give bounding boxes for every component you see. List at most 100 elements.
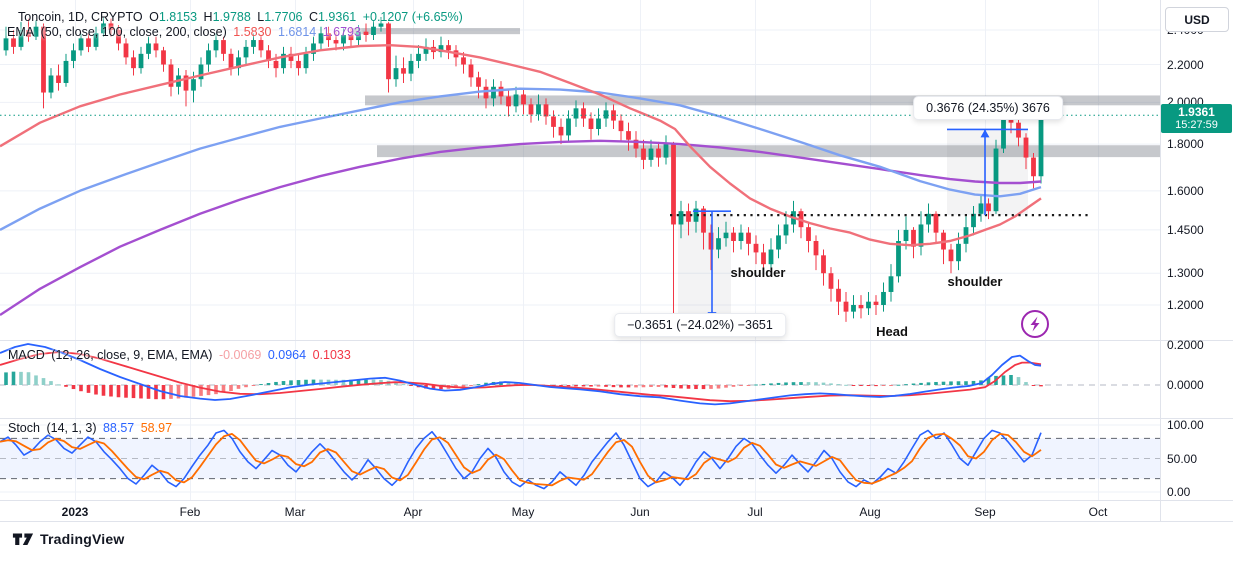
- candle-body: [408, 60, 414, 74]
- macd-histogram-bar: [574, 385, 578, 387]
- candle-body: [731, 232, 736, 241]
- ema200-value: 1.6793: [322, 25, 361, 39]
- candle-body: [948, 249, 954, 262]
- macd-histogram-bar: [469, 385, 473, 386]
- time-tick-label: May: [511, 505, 535, 519]
- candle-body: [11, 38, 16, 47]
- candle-body: [476, 77, 481, 87]
- macd-histogram-bar: [1031, 385, 1036, 386]
- macd-histogram-bar: [559, 385, 563, 387]
- macd-histogram-bar: [116, 385, 121, 398]
- stoch-k-line[interactable]: [0, 429, 1042, 490]
- candle-body: [603, 110, 609, 119]
- candle-body: [461, 57, 466, 65]
- price-zone[interactable]: [365, 95, 1160, 106]
- macd-histogram-bar: [131, 385, 136, 399]
- candle-body: [1031, 157, 1036, 177]
- macd-histogram-bar: [896, 384, 901, 386]
- macd-histogram-bar: [79, 385, 83, 392]
- macd-histogram-bar: [229, 385, 233, 392]
- candle-body: [138, 53, 144, 69]
- candle-body: [671, 144, 676, 225]
- open-value: 1.8153: [158, 10, 198, 24]
- candle-body: [378, 23, 384, 27]
- candle-body: [506, 96, 511, 107]
- candle-body: [468, 64, 474, 78]
- candle-body: [693, 208, 699, 222]
- stoch-d-value: 58.97: [140, 421, 173, 435]
- macd-legend[interactable]: MACD (12, 26, close, 9, EMA, EMA) -0.006…: [8, 348, 354, 362]
- macd-histogram-bar: [394, 382, 398, 385]
- stoch-legend[interactable]: Stoch (14, 1, 3) 88.57 58.97: [8, 421, 175, 435]
- candle-body: [641, 148, 646, 160]
- price-tick-label: 1.4500: [1167, 222, 1204, 237]
- macd-histogram-bar: [461, 385, 466, 387]
- macd-histogram-bar: [41, 378, 46, 385]
- macd-histogram-bar: [304, 379, 308, 385]
- lightning-bolt-glyph: [1030, 316, 1040, 332]
- macd-histogram-bar: [664, 385, 668, 388]
- macd-histogram-bar: [71, 385, 76, 390]
- currency-toggle-button[interactable]: USD: [1165, 7, 1229, 32]
- macd-histogram-bar: [649, 385, 653, 387]
- candle-body: [761, 252, 766, 265]
- macd-histogram-bar: [964, 381, 968, 385]
- candle-body: [93, 33, 99, 47]
- candle-body: [393, 68, 399, 80]
- open-label: O: [149, 10, 159, 24]
- candle-body: [738, 232, 744, 241]
- macd-histogram-bar: [716, 385, 721, 389]
- price-tick-label: 2.2000: [1167, 57, 1204, 72]
- macd-histogram-bar: [274, 381, 278, 385]
- price-zone[interactable]: [377, 145, 1160, 158]
- candle-body: [903, 229, 909, 241]
- ema-legend[interactable]: EMA (50, close, 100, close, 200, close) …: [7, 25, 364, 39]
- macd-histogram-bar: [739, 385, 743, 386]
- macd-histogram-bar: [184, 385, 188, 398]
- tradingview-logo[interactable]: TradingView: [12, 531, 124, 547]
- candle-body: [108, 23, 114, 31]
- macd-histogram-bar: [221, 385, 226, 393]
- macd-histogram-bar: [656, 385, 661, 387]
- macd-line[interactable]: [0, 343, 1042, 406]
- ema100-line[interactable]: [0, 87, 1042, 231]
- ema100-value: 1.6814: [278, 25, 317, 39]
- macd-histogram-bar: [679, 385, 683, 389]
- ema50-value: 1.5830: [233, 25, 272, 39]
- measure-box[interactable]: [947, 129, 1028, 216]
- ema200-line[interactable]: [0, 139, 1042, 317]
- candle-body: [573, 108, 579, 119]
- candle-body: [723, 232, 729, 239]
- macd-histogram-bar: [49, 381, 53, 385]
- macd-histogram-bar: [34, 375, 38, 385]
- macd-histogram-bar: [589, 385, 593, 387]
- close-value: 1.9361: [317, 10, 357, 24]
- candle-body: [528, 104, 534, 115]
- macd-histogram-bar: [814, 382, 818, 385]
- ema-name: EMA: [7, 25, 35, 39]
- stoch-d-line[interactable]: [0, 432, 1042, 487]
- candle-body: [26, 30, 31, 37]
- macd-histogram-bar: [641, 385, 646, 388]
- candle-body: [213, 40, 219, 51]
- candle-body: [206, 50, 211, 65]
- macd-histogram-bar: [319, 379, 323, 385]
- price-zone[interactable]: [353, 28, 520, 35]
- price-tick-label: 1.6000: [1167, 183, 1204, 198]
- macd-histogram-bar: [409, 385, 413, 386]
- candle-body: [708, 232, 714, 250]
- up-measure-label: 0.3676 (24.35%) 3676: [913, 96, 1063, 120]
- ema50-line[interactable]: [0, 44, 1042, 247]
- macd-histogram-bar: [1016, 377, 1021, 385]
- candle-body: [416, 53, 421, 61]
- candle-body: [498, 86, 504, 97]
- symbol-legend[interactable]: Toncoin, 1D, CRYPTO O1.8153 H1.9788 L1.7…: [18, 10, 466, 24]
- candle-body: [318, 33, 324, 44]
- macd-histogram-bar: [251, 385, 256, 386]
- macd-histogram-bar: [791, 382, 796, 385]
- stoch-tick-label: 100.00: [1167, 418, 1204, 432]
- candle-body: [243, 46, 249, 58]
- candle-body: [168, 64, 174, 87]
